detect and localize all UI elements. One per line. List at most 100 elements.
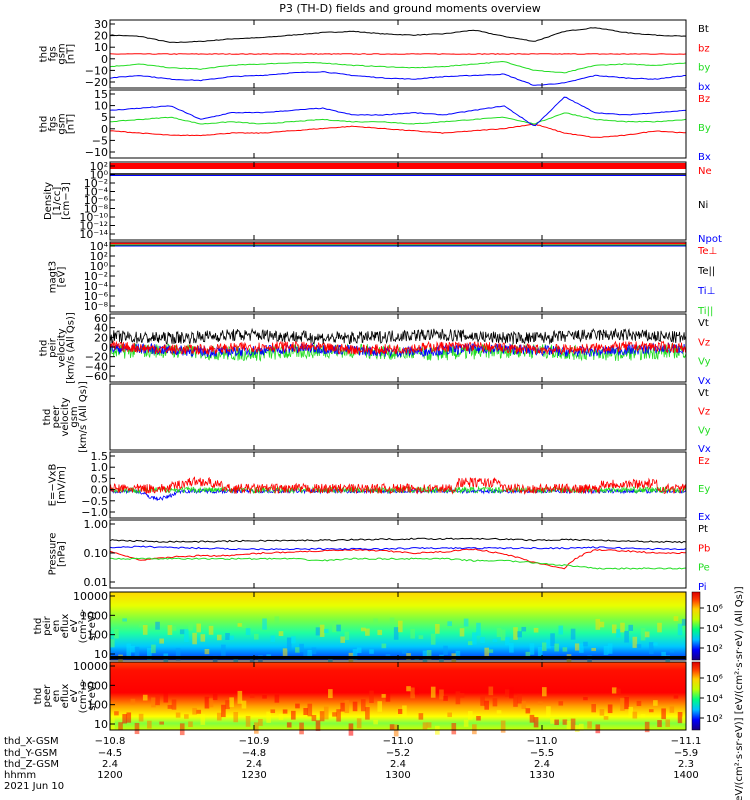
legend-entry: Te|| <box>697 266 715 277</box>
spectrogram-cell <box>311 647 317 655</box>
y-axis-label: thd <box>42 409 53 426</box>
spectrogram-cell <box>570 628 576 640</box>
efield-trace-2 <box>109 476 687 495</box>
spectrogram-cell <box>245 715 251 727</box>
spectrogram-cell <box>328 689 333 699</box>
colorbar-tick-label: 10⁴ <box>706 624 723 635</box>
spectrogram-cell <box>542 687 547 697</box>
spectrogram-cell <box>155 695 160 706</box>
spectrogram-cell <box>414 687 420 695</box>
x-tick-label: −11.1 <box>671 736 702 747</box>
spectrogram-cell <box>467 711 473 720</box>
spectrogram-cell <box>171 699 177 710</box>
spectrogram-cell <box>426 722 432 728</box>
legend-entry: Bt <box>698 24 709 35</box>
legend-entry: by <box>698 63 710 74</box>
spectrogram-cell <box>595 618 601 630</box>
spectrogram-cell <box>196 623 202 633</box>
legend-entry: bz <box>698 43 710 54</box>
spectrogram-cell <box>208 698 214 708</box>
spectrogram-cell <box>179 723 185 736</box>
spectrogram-cell <box>463 719 469 727</box>
spectrogram-cell <box>509 687 514 699</box>
spectrogram-cell <box>653 700 658 706</box>
spectrogram-cell <box>299 722 304 735</box>
y-axis-label: Pressure <box>48 533 59 576</box>
spectrogram-cell <box>134 722 140 735</box>
legend-entry: Vz <box>698 337 710 348</box>
spectrogram-cell <box>542 642 547 652</box>
y-tick-label: −5 <box>92 134 108 147</box>
spectrogram-cell <box>118 654 123 667</box>
spectrogram-cell <box>332 712 337 717</box>
x-tick-label: 1330 <box>529 770 554 781</box>
y-tick-label: 10² <box>90 160 108 173</box>
legend-entry: Bz <box>698 94 710 105</box>
spectrogram-cell <box>677 623 683 636</box>
legend-entry: Ne <box>698 166 712 177</box>
y-axis-label: (cm²·s· <box>78 609 89 644</box>
spectrogram-cell <box>644 721 650 733</box>
spectrogram-cell <box>200 714 206 725</box>
legend-entry: Vz <box>698 407 710 418</box>
spectrogram-cell <box>459 628 465 637</box>
spectrogram-cell <box>459 692 465 698</box>
spectrogram-cell <box>295 703 300 709</box>
spectrogram-cell <box>562 719 568 725</box>
spectrogram-cell <box>200 634 206 642</box>
spectrogram-cell <box>369 690 374 703</box>
y-axis-label: [1/cc] <box>52 187 63 216</box>
spectrogram-cell <box>126 643 132 657</box>
legend-entry: Ti|| <box>697 306 713 317</box>
spectrogram-cell <box>147 647 152 660</box>
spectrogram-cell <box>249 694 255 699</box>
panel-frame <box>109 451 687 519</box>
spectrogram-cell <box>196 709 202 714</box>
panel-frame <box>109 383 687 451</box>
spectrogram-cell <box>410 687 415 699</box>
x-row-label: thd_Z-GSM <box>4 759 59 770</box>
spectrogram-cell <box>377 629 383 636</box>
panel-8: 1.00 0.10 0.01 Pressure[nPa] Pt Pb Pe Pi <box>48 518 711 593</box>
spectrogram-cell <box>607 704 613 714</box>
spectrogram-cell <box>130 645 136 653</box>
spectrogram-cell <box>254 722 259 734</box>
panel-frame <box>109 519 687 589</box>
colorbar-tick-label: 10⁶ <box>706 674 723 685</box>
spectrogram-cell <box>360 627 366 632</box>
y-axis-label: fgs <box>48 116 59 131</box>
legend-entry: Vt <box>698 388 709 399</box>
spectrogram-cell <box>266 711 271 723</box>
spectrogram-cell <box>628 706 634 718</box>
spectrogram-cell <box>212 693 218 701</box>
spectrogram-cell <box>537 646 543 659</box>
spectrogram-cell <box>488 649 494 653</box>
y-axis-label: [nT] <box>66 44 77 64</box>
spectrogram-cell <box>291 636 296 644</box>
spectrogram-cell <box>336 709 341 722</box>
x-tick-label: −4.5 <box>98 748 122 759</box>
spectrogram-cell <box>607 643 613 654</box>
spectrogram-cell <box>661 651 666 659</box>
x-tick-label: −11.0 <box>383 736 414 747</box>
spectrogram-cell <box>616 688 621 695</box>
spectrogram-cell <box>225 633 230 640</box>
spectrogram-cell <box>426 650 432 660</box>
y-axis-label: eflux <box>60 684 71 709</box>
colorbar-tick-label: 10² <box>706 644 723 655</box>
y-tick-label: 10² <box>90 250 108 263</box>
spectrogram-cell <box>151 697 156 708</box>
y-axis-label: gsm <box>69 406 80 427</box>
y-tick-label: 10⁻⁶ <box>84 194 109 207</box>
spectrogram-cell <box>509 642 514 653</box>
spectrogram-cell <box>673 616 679 622</box>
spectrogram-cell <box>476 622 481 636</box>
spectrogram-cell <box>430 686 436 698</box>
spectrogram-cell <box>241 623 247 629</box>
y-axis-label: thd <box>33 688 44 705</box>
y-axis-label: en <box>51 620 62 633</box>
spectrogram-cell <box>270 709 276 714</box>
y-tick-label: 20 <box>94 331 108 344</box>
